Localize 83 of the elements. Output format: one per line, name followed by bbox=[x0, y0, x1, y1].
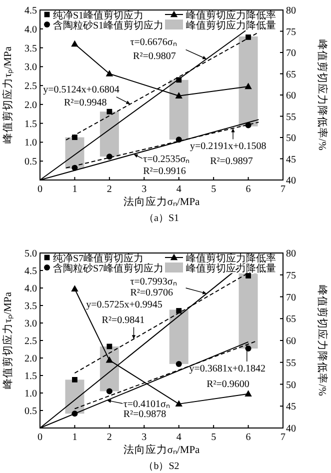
legend-label: 峰值剪切应力降低率 bbox=[186, 10, 276, 22]
x-axis-title: 法向应力σₙ/MPa bbox=[123, 195, 200, 208]
x-tick-label: 6 bbox=[246, 432, 251, 443]
y2-axis-title: 峰值剪切应力降低率/% bbox=[316, 40, 329, 151]
x-tick-label: 0 bbox=[38, 184, 42, 195]
y2-tick-label: 80 bbox=[286, 248, 296, 260]
legend-label: 含陶粒砂S7峰值剪切应力 bbox=[53, 262, 164, 274]
annotation: τ=0.2535σₙ bbox=[143, 154, 190, 166]
y-tick-label: 2.0 bbox=[24, 100, 37, 111]
y-axis-title: 峰值剪切应力τₚ/MPa bbox=[1, 46, 14, 144]
x-tick-label: 4 bbox=[176, 184, 182, 195]
annotation: R²=0.9878 bbox=[123, 409, 166, 420]
y-tick-label: 3.5 bbox=[24, 43, 37, 54]
x-tick-label: 2 bbox=[106, 432, 112, 443]
y2-tick-label: 75 bbox=[286, 270, 296, 282]
annotation: R²=0.9897 bbox=[210, 156, 253, 168]
x-tick-label: 3 bbox=[142, 432, 147, 443]
y-tick-label: 4.5 bbox=[24, 266, 37, 277]
annotation: R²=0.9706 bbox=[130, 288, 174, 299]
annotation: y=0.5725x+0.9945 bbox=[86, 299, 162, 310]
annotation: y=0.3681x+0.1842 bbox=[189, 363, 266, 374]
text: （a）S1 bbox=[144, 213, 179, 224]
annotation: R²=0.9841 bbox=[102, 315, 145, 326]
x-tick-label: 1 bbox=[72, 184, 78, 195]
y-tick-label: 1.0 bbox=[24, 388, 37, 400]
y2-tick-label: 70 bbox=[286, 292, 296, 304]
legend-label: 含陶粒砂S1峰值剪切应力 bbox=[53, 20, 164, 32]
y2-tick-label: 75 bbox=[286, 26, 296, 38]
x-tick-label: 3 bbox=[142, 184, 147, 195]
y-tick-label: 0.5 bbox=[24, 406, 37, 417]
annotation: y=0.5124x+0.6804 bbox=[43, 84, 120, 96]
x-tick-label: 7 bbox=[280, 432, 286, 443]
y2-tick-label: 40 bbox=[286, 424, 296, 434]
annotation: y=0.2191x+0.1508 bbox=[190, 141, 266, 152]
y2-tick-label: 55 bbox=[286, 358, 296, 369]
y-tick-label: 3.0 bbox=[24, 62, 37, 74]
x-tick-label: 6 bbox=[246, 184, 251, 195]
x-axis-title: 法向应力σₙ/MPa bbox=[123, 443, 200, 456]
x-tick-label: 2 bbox=[106, 184, 112, 195]
y2-tick-label: 65 bbox=[286, 69, 296, 80]
annotation: τ=0.6676σₙ bbox=[130, 36, 177, 48]
annotation: R²=0.9916 bbox=[143, 166, 186, 177]
annotation: τ=0.4101σₙ bbox=[123, 399, 170, 410]
y2-tick-label: 70 bbox=[286, 48, 296, 59]
x-tick-label: 7 bbox=[280, 184, 286, 195]
y-tick-label: 4.0 bbox=[24, 284, 37, 294]
x-tick-label: 5 bbox=[211, 184, 216, 195]
y-tick-label: 3.5 bbox=[24, 301, 37, 312]
y-tick-label: 1.5 bbox=[24, 371, 37, 382]
legend-label: 峰值剪切应力降低量 bbox=[186, 262, 276, 274]
y-axis-title: 峰值剪切应力τₚ/MPa bbox=[1, 292, 14, 389]
y2-tick-label: 55 bbox=[286, 112, 296, 123]
x-tick-label: 5 bbox=[211, 432, 216, 443]
y-tick-label: 2.5 bbox=[24, 336, 37, 347]
y2-axis-title: 峰值剪切应力降低率/% bbox=[316, 285, 329, 396]
text: （b）S2 bbox=[144, 461, 180, 472]
y-tick-label: 2.0 bbox=[24, 354, 37, 364]
annotation: τ=0.7993σₙ bbox=[130, 276, 177, 288]
y2-tick-label: 45 bbox=[286, 402, 296, 413]
y-tick-label: 4.5 bbox=[24, 6, 37, 16]
y-tick-label: 0.5 bbox=[24, 156, 37, 168]
y-tick-label: 4.0 bbox=[24, 24, 37, 36]
y-tick-label: 5.0 bbox=[24, 248, 37, 260]
y-tick-label: 1.5 bbox=[24, 118, 37, 130]
y2-tick-label: 40 bbox=[286, 176, 296, 186]
legend-label: 纯净S1峰值剪切应力 bbox=[53, 10, 144, 22]
y2-tick-label: 45 bbox=[286, 154, 296, 166]
annotation: R²=0.9600 bbox=[206, 379, 250, 390]
annotation: R²=0.9948 bbox=[64, 98, 107, 109]
y2-tick-label: 50 bbox=[286, 380, 296, 391]
y2-tick-label: 65 bbox=[286, 314, 296, 326]
x-tick-label: 0 bbox=[38, 432, 42, 443]
x-tick-label: 1 bbox=[72, 432, 78, 443]
legend-label: 纯净S7峰值剪切应力 bbox=[53, 252, 144, 264]
y2-tick-label: 60 bbox=[286, 90, 296, 102]
x-tick-label: 4 bbox=[176, 432, 182, 443]
y-tick-label: 3.0 bbox=[24, 318, 37, 330]
y2-tick-label: 50 bbox=[286, 133, 296, 144]
y2-tick-label: 60 bbox=[286, 336, 296, 347]
y-tick-label: 2.5 bbox=[24, 81, 37, 92]
annotation: R²=0.9807 bbox=[133, 51, 176, 62]
y-tick-label: 1.0 bbox=[24, 138, 37, 149]
y2-tick-label: 80 bbox=[286, 6, 296, 16]
